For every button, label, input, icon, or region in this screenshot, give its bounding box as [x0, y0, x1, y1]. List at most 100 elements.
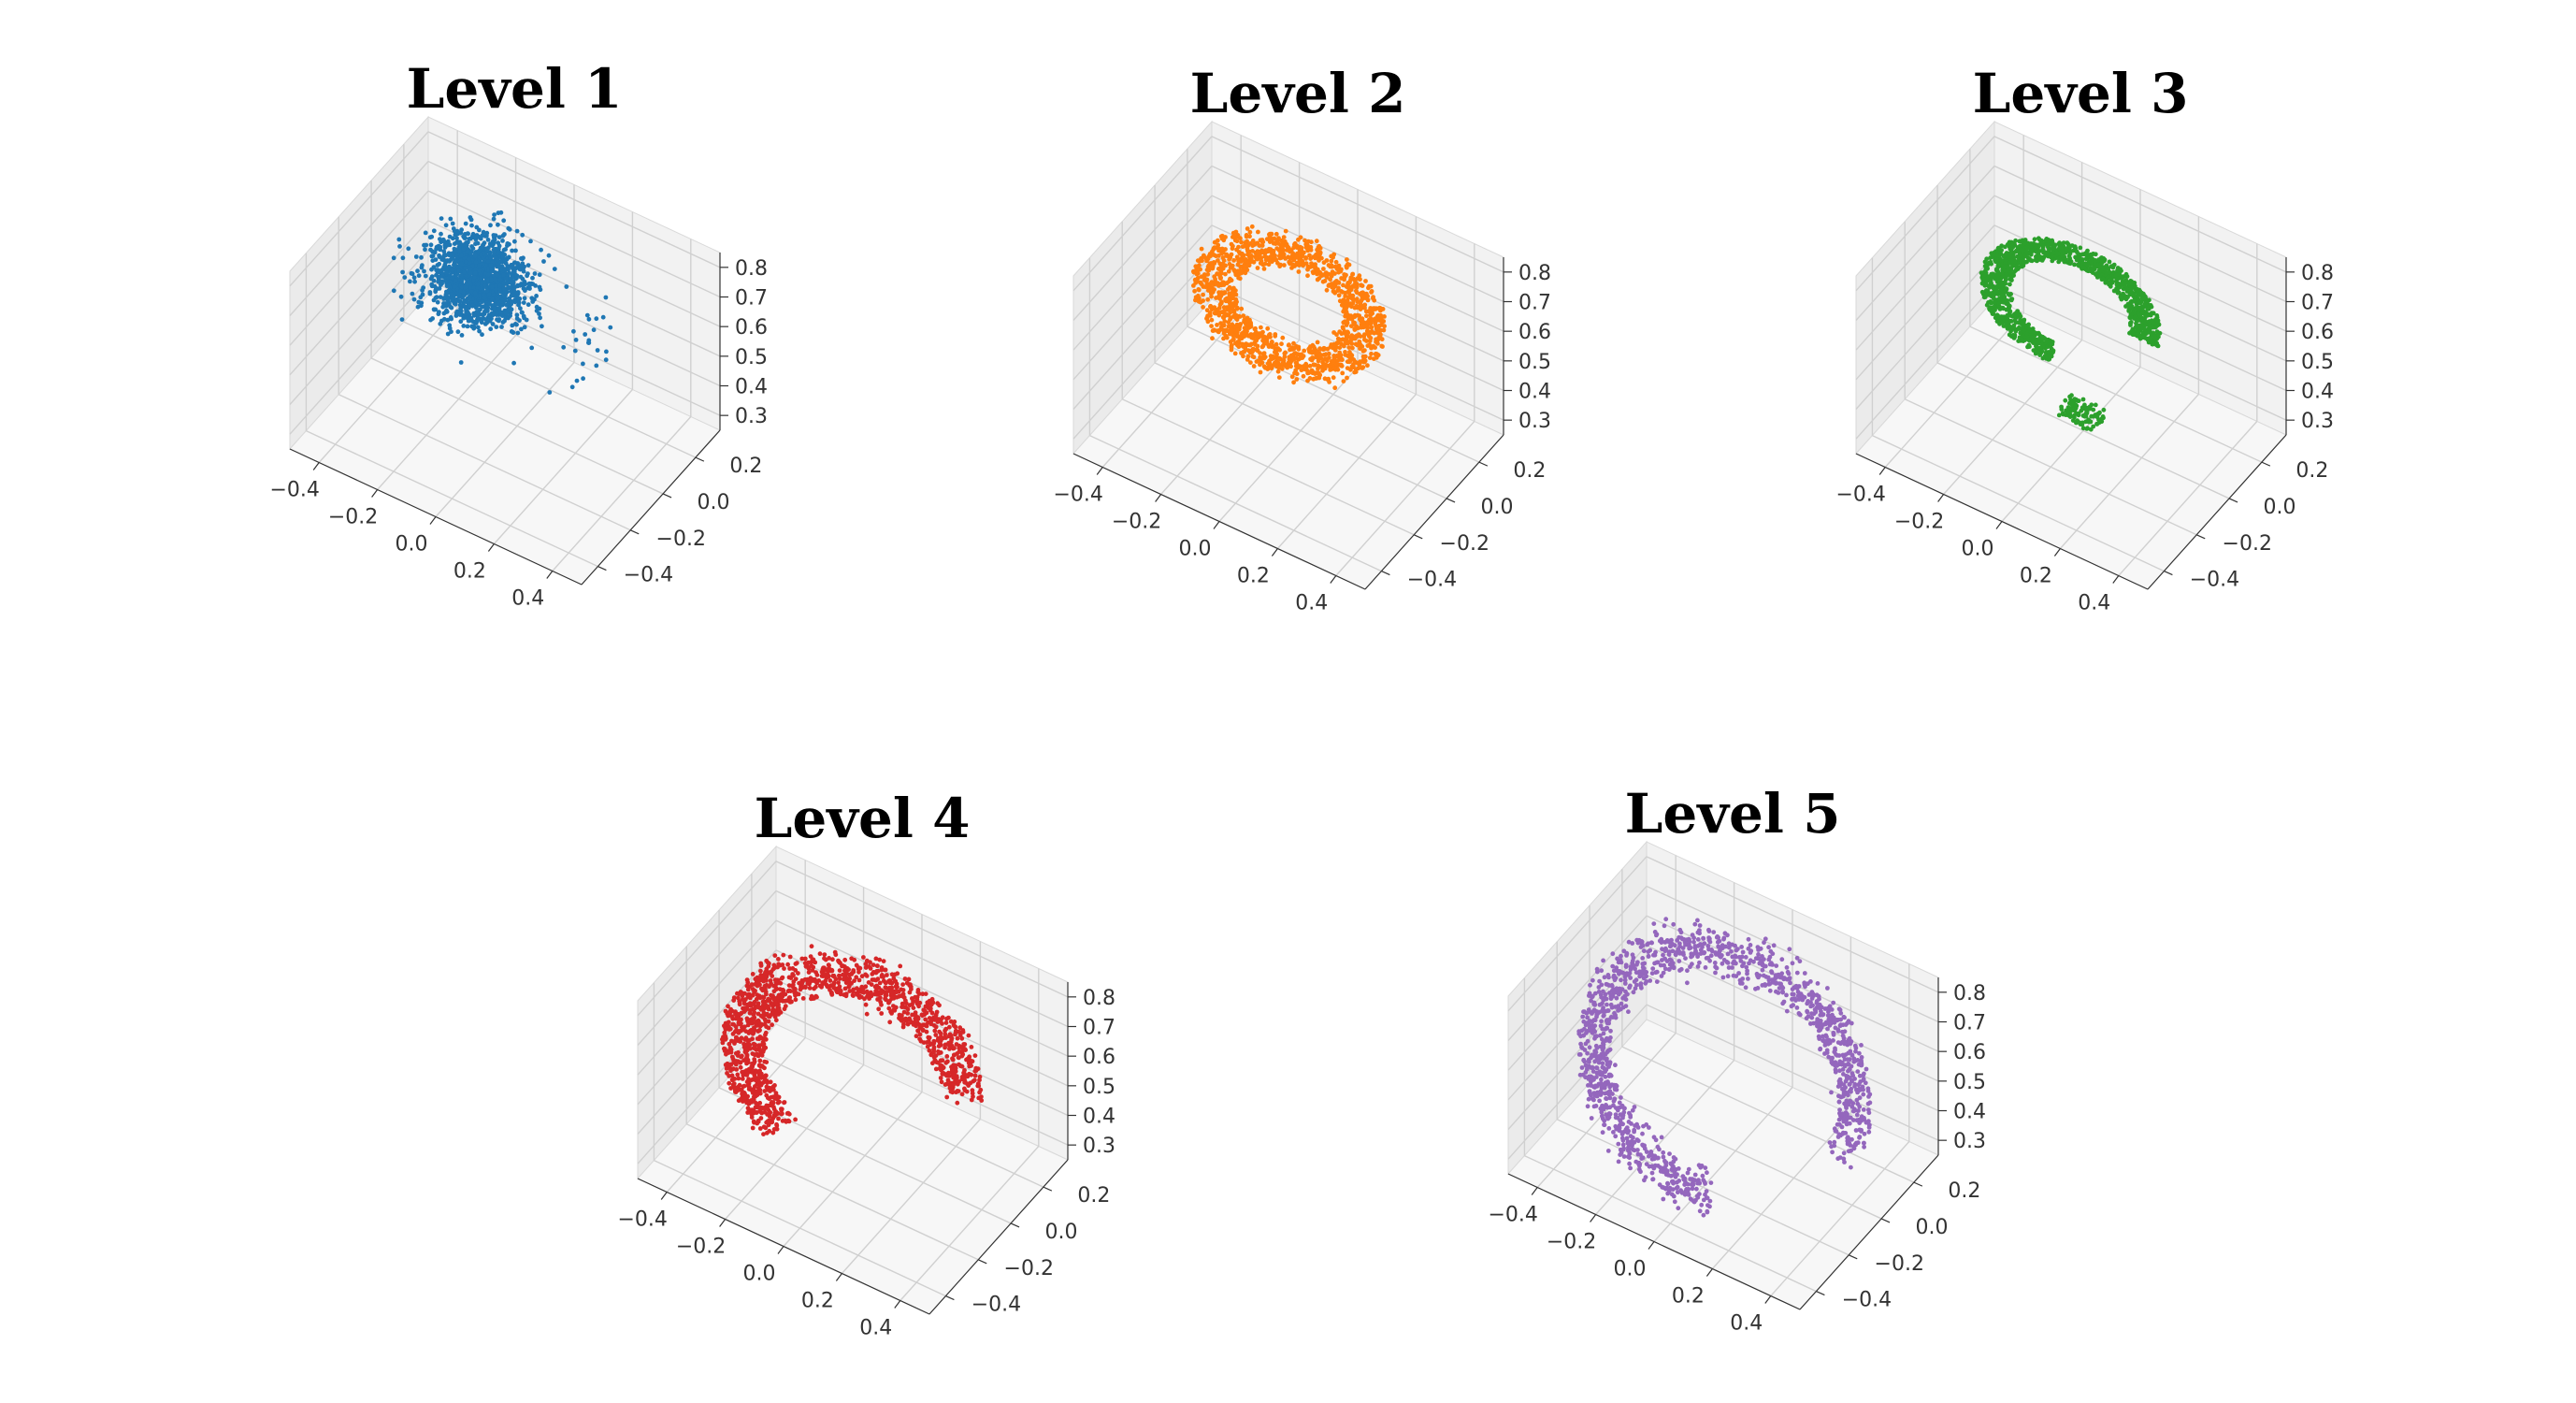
data-point — [505, 241, 511, 246]
data-point — [496, 294, 502, 299]
data-point — [1205, 297, 1211, 302]
data-point — [2093, 259, 2097, 264]
data-point — [1357, 339, 1362, 344]
z-tick-label: 0.6 — [1518, 321, 1551, 344]
data-point — [2029, 241, 2034, 246]
data-point — [1985, 275, 1991, 281]
data-point — [1258, 369, 1263, 375]
data-point — [826, 962, 831, 967]
data-point — [1331, 359, 1337, 365]
data-point — [1358, 302, 1363, 307]
grid-line — [2118, 421, 2258, 576]
data-point — [2149, 324, 2153, 329]
data-point — [1191, 283, 1196, 288]
data-point — [2136, 298, 2141, 304]
data-point — [2024, 331, 2029, 337]
grid-line — [427, 160, 721, 298]
data-point — [469, 244, 474, 249]
data-point — [445, 317, 451, 323]
data-point — [1316, 358, 1321, 364]
data-point — [2067, 414, 2073, 419]
data-point — [1999, 270, 2005, 276]
data-point — [1227, 284, 1232, 290]
data-point — [2108, 269, 2112, 275]
data-point — [496, 317, 502, 322]
data-point — [2014, 248, 2019, 253]
y-tick — [945, 1295, 955, 1301]
data-point — [2018, 253, 2023, 258]
data-point — [455, 329, 461, 335]
data-point — [453, 278, 458, 282]
data-point — [530, 282, 536, 286]
data-point — [2073, 398, 2078, 403]
point-cloud — [1191, 224, 1387, 391]
z-tick-label: 0.3 — [1518, 410, 1551, 433]
data-point — [1357, 316, 1362, 322]
grid-line — [1089, 434, 1382, 572]
data-point — [1337, 298, 1343, 304]
data-point — [466, 256, 471, 262]
data-point — [496, 243, 502, 249]
data-point — [466, 303, 471, 308]
data-point — [2060, 249, 2065, 254]
data-point — [479, 252, 483, 257]
data-point — [486, 313, 492, 319]
data-point — [1234, 239, 1240, 244]
data-point — [400, 269, 405, 275]
data-point — [2069, 393, 2074, 398]
level-2-plot: −0.4−0.20.00.20.4−0.4−0.20.00.20.30.40.5… — [1053, 120, 1551, 615]
data-point — [1237, 324, 1242, 328]
grid-line — [899, 1146, 1040, 1301]
data-point — [431, 278, 437, 283]
data-point — [1269, 340, 1274, 344]
data-point — [1193, 268, 1199, 273]
data-point — [1380, 307, 1386, 311]
y-tick-label: 0.2 — [1077, 1184, 1110, 1208]
data-point — [1317, 354, 1322, 358]
data-point — [430, 249, 435, 254]
data-point — [475, 316, 480, 322]
data-point — [1244, 329, 1249, 335]
data-point — [1321, 267, 1326, 271]
grid-line — [1072, 136, 1213, 292]
data-point — [1198, 280, 1202, 285]
data-point — [496, 265, 502, 269]
data-point — [1261, 355, 1267, 361]
data-point — [2122, 281, 2127, 286]
data-point — [1218, 275, 1223, 281]
data-point — [1989, 291, 1993, 297]
data-point — [2140, 335, 2145, 340]
axes-3d: −0.4−0.20.00.20.4−0.4−0.20.00.20.30.40.5… — [1835, 120, 2334, 615]
data-point — [1249, 258, 1254, 264]
data-point — [514, 273, 520, 279]
data-point — [1236, 258, 1242, 264]
data-point — [2062, 259, 2067, 265]
data-point — [462, 255, 468, 260]
data-point — [1336, 280, 1342, 285]
data-point — [1251, 354, 1257, 360]
data-point — [1229, 241, 1234, 247]
data-point — [1301, 364, 1306, 369]
data-point — [396, 237, 402, 242]
data-point — [1340, 337, 1346, 342]
data-point — [1354, 288, 1359, 294]
data-point — [461, 293, 467, 298]
data-point — [2002, 264, 2008, 268]
data-point — [2004, 319, 2009, 325]
data-point — [1230, 322, 1235, 327]
data-point — [1346, 288, 1351, 294]
data-point — [474, 305, 479, 311]
x-tick-label: 0.4 — [1295, 592, 1328, 615]
data-point — [933, 1053, 939, 1058]
data-point — [2013, 268, 2019, 273]
data-point — [410, 271, 415, 277]
data-point — [2020, 248, 2025, 253]
data-point — [476, 234, 482, 239]
data-point — [2042, 250, 2048, 255]
data-point — [1226, 268, 1231, 274]
data-point — [2043, 340, 2049, 345]
data-point — [1343, 294, 1348, 298]
data-point — [757, 1126, 763, 1131]
data-point — [441, 297, 447, 301]
